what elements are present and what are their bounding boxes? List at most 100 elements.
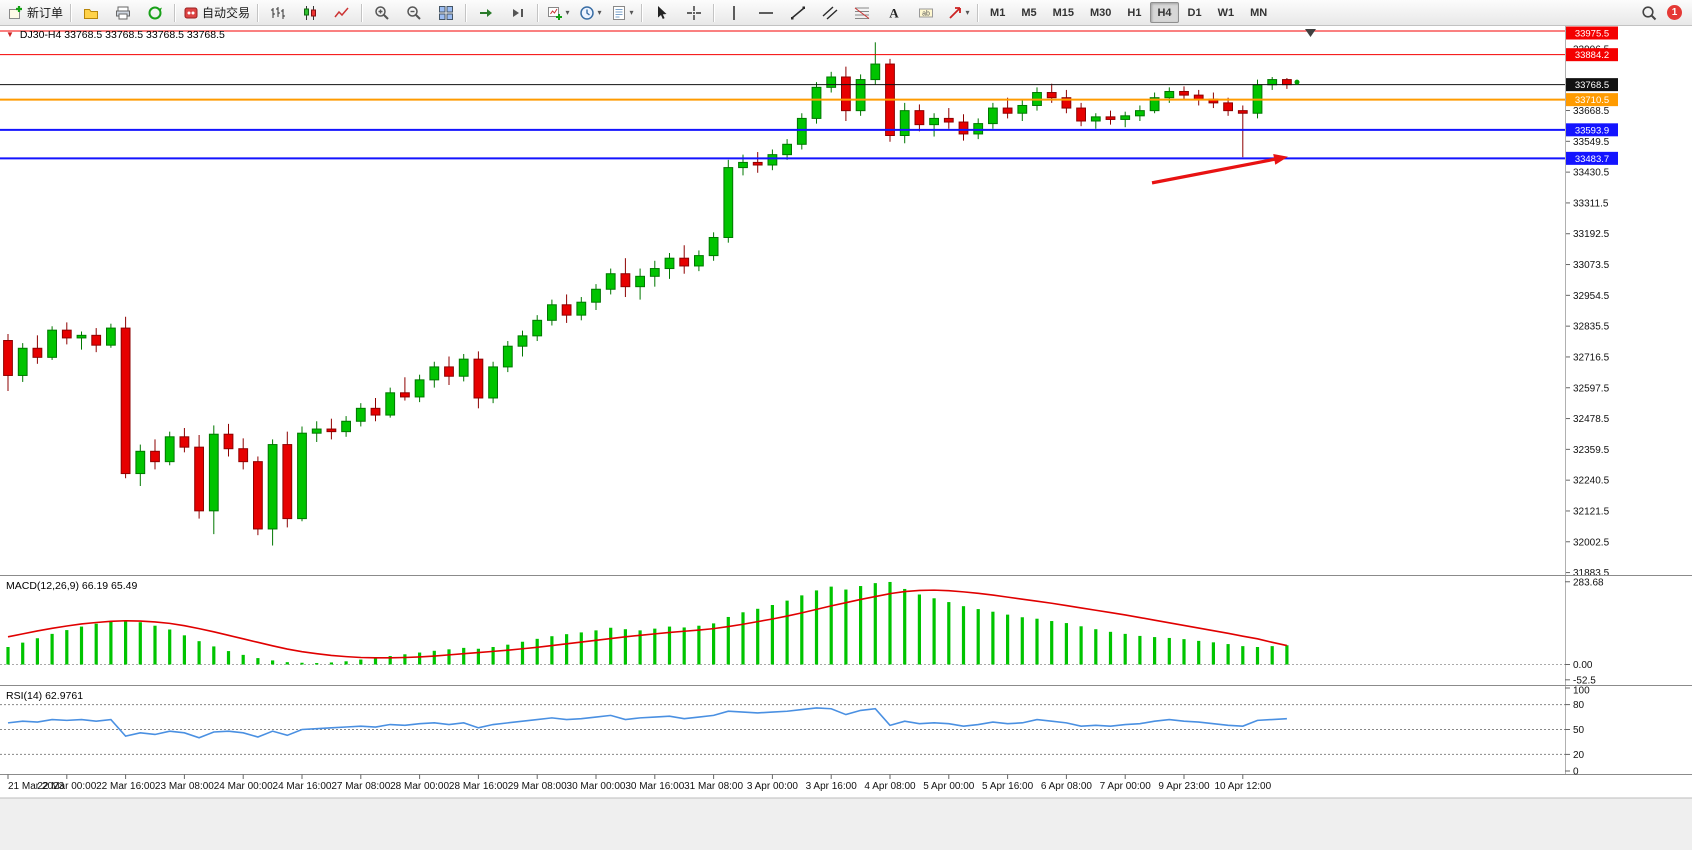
chevron-down-icon: ▾ bbox=[597, 7, 602, 17]
line-chart-button[interactable] bbox=[326, 1, 358, 25]
svg-text:33884.2: 33884.2 bbox=[1575, 50, 1609, 61]
new-order-icon bbox=[9, 5, 22, 19]
candle-body bbox=[1076, 107, 1086, 122]
chevron-down-icon: ▾ bbox=[565, 7, 570, 17]
svg-text:283.68: 283.68 bbox=[1573, 577, 1604, 588]
tile-windows-icon bbox=[439, 5, 454, 20]
candle-body bbox=[502, 345, 513, 368]
candle-body bbox=[1002, 107, 1013, 114]
zoom-out-icon bbox=[407, 5, 421, 20]
candle-body bbox=[841, 76, 851, 112]
chart-shift-button[interactable] bbox=[502, 1, 534, 25]
autotrading-icon bbox=[184, 7, 198, 18]
toolbar-separator bbox=[977, 3, 980, 22]
svg-text:ab: ab bbox=[922, 10, 930, 17]
chart-window[interactable]: 33906.533668.533549.533430.533311.533192… bbox=[0, 26, 1692, 850]
search-icon bbox=[1642, 5, 1657, 20]
cursor-button[interactable] bbox=[646, 1, 678, 25]
profiles-button[interactable] bbox=[75, 1, 107, 25]
new-order-button[interactable]: 新订单 bbox=[4, 1, 67, 25]
crosshair-button[interactable] bbox=[678, 1, 710, 25]
candle-body bbox=[3, 340, 13, 376]
label-button[interactable]: ab bbox=[910, 1, 942, 25]
search-button[interactable] bbox=[1633, 1, 1665, 25]
chart-shift-marker[interactable] bbox=[1305, 29, 1316, 37]
horizontal-line-button[interactable] bbox=[750, 1, 782, 25]
candle-body bbox=[106, 327, 116, 346]
candle-body bbox=[17, 347, 28, 376]
candle-body bbox=[1135, 110, 1145, 117]
candle-body bbox=[61, 329, 72, 339]
candle-body bbox=[135, 450, 146, 475]
notification-badge[interactable]: 1 bbox=[1667, 5, 1682, 20]
chart-canvas[interactable]: 33906.533668.533549.533430.533311.533192… bbox=[0, 26, 1692, 850]
timeframe-h4-button[interactable]: H4 bbox=[1150, 2, 1179, 23]
candle-body bbox=[1193, 94, 1204, 100]
svg-text:100: 100 bbox=[1573, 686, 1590, 697]
timeframe-d1-button[interactable]: D1 bbox=[1187, 6, 1202, 19]
svg-text:21 Mar 2023: 21 Mar 2023 bbox=[8, 781, 65, 792]
svg-text:4 Apr 08:00: 4 Apr 08:00 bbox=[864, 781, 916, 792]
tile-windows-button[interactable] bbox=[430, 1, 462, 25]
candle-body bbox=[1046, 92, 1057, 99]
zoom-out-button[interactable] bbox=[398, 1, 430, 25]
svg-text:5 Apr 16:00: 5 Apr 16:00 bbox=[982, 781, 1034, 792]
macd-axis: 283.68 0.00 -52.5 bbox=[1565, 577, 1604, 686]
refresh-button[interactable] bbox=[139, 1, 171, 25]
print-button[interactable] bbox=[107, 1, 139, 25]
trendline-icon bbox=[791, 6, 806, 19]
profiles-icon bbox=[84, 8, 99, 19]
svg-text:33073.5: 33073.5 bbox=[1573, 260, 1610, 271]
bar-chart-button[interactable] bbox=[262, 1, 294, 25]
candle-body bbox=[1090, 116, 1101, 122]
svg-text:5 Apr 00:00: 5 Apr 00:00 bbox=[923, 781, 975, 792]
indicators-button[interactable]: ▾ bbox=[542, 1, 574, 25]
candle-body bbox=[164, 436, 175, 463]
timeframe-m30-button[interactable]: M30 bbox=[1090, 6, 1112, 19]
arrows-button[interactable]: ▾ bbox=[942, 1, 974, 25]
zoom-in-button[interactable] bbox=[366, 1, 398, 25]
price-tag-33483.7: 33483.7 bbox=[1566, 151, 1618, 165]
candle-body bbox=[796, 117, 807, 145]
timeframe-m15-button[interactable]: M15 bbox=[1052, 6, 1074, 19]
refresh-icon bbox=[148, 6, 163, 19]
price-tag-33710.5: 33710.5 bbox=[1566, 93, 1618, 107]
chart-background bbox=[0, 26, 1692, 850]
candle-body bbox=[899, 110, 910, 136]
candle-body bbox=[120, 327, 131, 475]
candle-body bbox=[811, 86, 822, 119]
timeframe-w1-button[interactable]: W1 bbox=[1217, 6, 1235, 19]
timeframe-h1-button[interactable]: H1 bbox=[1127, 6, 1142, 19]
toolbar-separator bbox=[70, 3, 73, 22]
auto-scroll-button[interactable] bbox=[470, 1, 502, 25]
macd-signal-line bbox=[7, 589, 1288, 659]
candle-body bbox=[591, 288, 601, 303]
fibonacci-icon bbox=[854, 7, 870, 19]
candle-body bbox=[238, 448, 249, 463]
vertical-line-button[interactable] bbox=[718, 1, 750, 25]
templates-button[interactable]: ▾ bbox=[606, 1, 638, 25]
timeframe-m5-button[interactable]: M5 bbox=[1021, 6, 1037, 19]
zoom-in-icon bbox=[375, 5, 389, 20]
candle-body bbox=[32, 347, 43, 358]
bid-marker bbox=[1294, 79, 1300, 85]
svg-text:32478.5: 32478.5 bbox=[1573, 414, 1610, 425]
arrows-icon bbox=[948, 6, 961, 19]
trendline-button[interactable] bbox=[782, 1, 814, 25]
bottom-filler bbox=[0, 798, 1692, 850]
timeframe-m1-button[interactable]: M1 bbox=[990, 6, 1006, 19]
channel-button[interactable] bbox=[814, 1, 846, 25]
candle-chart-button[interactable] bbox=[294, 1, 326, 25]
svg-text:27 Mar 08:00: 27 Mar 08:00 bbox=[331, 781, 390, 792]
candle-body bbox=[1061, 97, 1072, 109]
timeframe-mn-button[interactable]: MN bbox=[1250, 6, 1268, 19]
label-icon: ab bbox=[919, 8, 934, 17]
fibonacci-button[interactable] bbox=[846, 1, 878, 25]
periods-button[interactable]: ▾ bbox=[574, 1, 606, 25]
trend-arrow-annotation[interactable] bbox=[1151, 153, 1288, 185]
candle-body bbox=[767, 154, 778, 166]
text-button[interactable]: A bbox=[878, 1, 910, 25]
autotrading-button[interactable]: 自动交易 bbox=[179, 1, 254, 25]
